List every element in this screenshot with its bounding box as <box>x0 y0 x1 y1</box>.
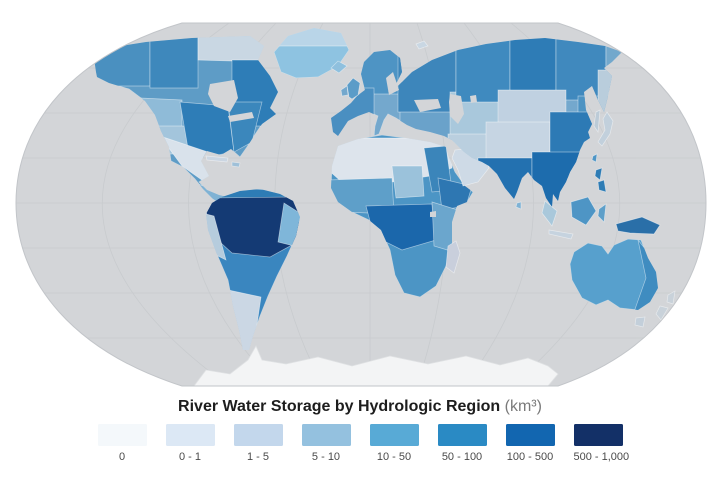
legend-bin: 0 <box>97 424 147 463</box>
legend-swatch-svg <box>573 424 623 446</box>
region-new-zealand <box>655 290 676 321</box>
title-text: River Water Storage by Hydrologic Region <box>178 398 501 415</box>
region-mackenzie <box>149 36 199 89</box>
legend-bin-label: 5 - 10 <box>311 451 341 463</box>
region-philippines <box>594 167 607 193</box>
region-antarctica <box>193 345 559 386</box>
legend-bin: 50 - 100 <box>437 424 487 463</box>
projection-edge <box>15 22 707 387</box>
legend-swatch <box>573 424 623 446</box>
legend-bin-label: 0 - 1 <box>178 451 201 463</box>
legend-swatch <box>165 424 215 446</box>
north-america <box>94 36 278 205</box>
legend-bin: 1 - 5 <box>233 424 283 463</box>
legend-swatch-svg <box>233 424 283 446</box>
legend-bin-label: 0 <box>118 451 126 463</box>
legend-bin: 100 - 500 <box>505 424 555 463</box>
region-peru-coast <box>206 211 227 261</box>
region-hispaniola <box>231 161 241 168</box>
legend-swatch-svg <box>97 424 147 446</box>
legend-swatch <box>505 424 555 446</box>
legend-bin-label: 100 - 500 <box>506 451 554 463</box>
caption: River Water Storage by Hydrologic Region… <box>0 398 720 463</box>
legend-bin-label: 10 - 50 <box>376 451 412 463</box>
legend-bin: 5 - 10 <box>301 424 351 463</box>
region-sakhalin <box>593 109 601 134</box>
region-japan <box>597 111 614 147</box>
region-cuba <box>205 155 229 163</box>
caspian-sea <box>449 94 464 124</box>
legend-swatch-svg <box>165 424 215 446</box>
legend-swatch <box>301 424 351 446</box>
region-chad <box>391 165 425 199</box>
legend-bin: 0 - 1 <box>165 424 215 463</box>
legend-swatch-svg <box>437 424 487 446</box>
region-iceland <box>330 60 348 74</box>
legend-swatch-svg <box>369 424 419 446</box>
baltic-sea <box>386 72 399 95</box>
legend-swatch-svg <box>301 424 351 446</box>
map-title: River Water Storage by Hydrologic Region… <box>0 398 720 416</box>
region-australia <box>570 239 658 310</box>
region-svalbard <box>415 40 429 50</box>
legend-bin: 500 - 1,000 <box>573 424 630 463</box>
region-taiwan <box>591 153 598 163</box>
legend-swatch <box>97 424 147 446</box>
region-sri-lanka <box>515 201 522 210</box>
lake-victoria <box>430 211 436 217</box>
region-ireland <box>340 85 349 97</box>
great-lakes <box>228 112 254 122</box>
legend-bin-label: 500 - 1,000 <box>573 451 630 463</box>
title-unit: (km³) <box>504 398 542 415</box>
legend-swatch <box>233 424 283 446</box>
region-borneo <box>570 196 597 226</box>
legend-swatch <box>369 424 419 446</box>
legend-bin-label: 1 - 5 <box>246 451 269 463</box>
legend-bin-label: 50 - 100 <box>441 451 483 463</box>
legend: 0 0 - 1 1 - 5 5 - 10 10 - 50 50 - 100 10… <box>0 424 720 463</box>
region-madagascar <box>445 240 461 274</box>
legend-swatch <box>437 424 487 446</box>
world-map <box>15 22 707 387</box>
region-tasmania <box>634 316 646 328</box>
region-sumatra <box>541 200 558 227</box>
black-sea <box>414 99 441 112</box>
region-sulawesi <box>597 203 607 223</box>
region-new-guinea <box>615 216 661 235</box>
region-uk <box>346 77 361 100</box>
legend-bin: 10 - 50 <box>369 424 419 463</box>
aral-sea <box>470 95 477 103</box>
region-java <box>548 229 574 240</box>
hudson-bay <box>208 80 238 112</box>
legend-swatch-svg <box>505 424 555 446</box>
